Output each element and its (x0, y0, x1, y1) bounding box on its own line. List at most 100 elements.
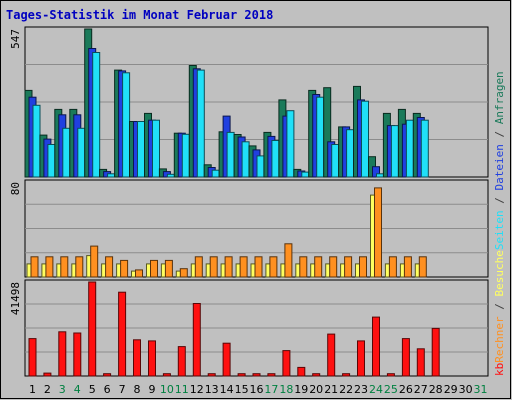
x-label-day-16: 16 (250, 383, 264, 396)
side-label-part-1: Rechner (493, 316, 506, 363)
bar-rechner-day-17 (269, 256, 278, 278)
side-label-part-6: Dateien (493, 144, 506, 190)
bar-rechner-day-5 (90, 245, 99, 278)
x-label-day-30: 30 (459, 383, 473, 396)
bar-kb-day-28 (431, 327, 440, 377)
bar-kb-day-24 (372, 316, 380, 377)
bar-rechner-day-27 (418, 256, 427, 278)
x-label-day-14: 14 (220, 383, 234, 396)
side-label-part-8: Anfragen (493, 71, 506, 124)
bar-kb-day-19 (297, 366, 306, 377)
x-label-day-22: 22 (339, 383, 353, 396)
x-label-day-6: 6 (104, 383, 111, 396)
x-label-day-23: 23 (354, 383, 368, 396)
bar-rechner-day-8 (135, 269, 143, 278)
y-max-label: 41498 (9, 282, 22, 315)
bar-rechner-day-7 (120, 259, 129, 278)
bar-seiten-day-18 (286, 110, 295, 178)
chart-title: Tages-Statistik im Monat Februar 2018 (6, 8, 273, 22)
bar-kb-day-23 (357, 340, 365, 377)
x-label-day-8: 8 (134, 383, 141, 396)
bar-kb-day-2 (43, 372, 52, 377)
bar-kb-day-3 (58, 331, 67, 377)
bar-rechner-day-11 (179, 268, 188, 278)
bar-rechner-day-13 (209, 256, 218, 278)
bar-kb-day-10 (162, 373, 171, 377)
bar-rechner-day-2 (45, 256, 54, 278)
bar-kb-day-21 (327, 333, 336, 377)
bar-rechner-day-23 (359, 256, 367, 278)
bar-rechner-day-19 (299, 256, 308, 278)
bar-rechner-day-16 (254, 256, 263, 278)
bar-rechner-day-21 (329, 256, 338, 278)
bar-rechner-day-26 (403, 256, 412, 278)
bar-seiten-day-23 (361, 100, 369, 178)
bar-seiten-day-7 (122, 72, 131, 178)
bar-seiten-day-20 (316, 96, 325, 178)
chart-panels: 547 80 41498 (9, 26, 489, 377)
bar-kb-day-7 (118, 291, 127, 377)
bar-seiten-day-16 (256, 155, 265, 178)
bar-rechner-day-10 (164, 259, 173, 278)
bar-seiten-day-21 (331, 144, 340, 178)
bar-kb-day-15 (237, 373, 246, 377)
bar-kb-day-6 (103, 373, 112, 377)
side-label-part-7: / (493, 124, 506, 144)
bar-kb-day-14 (222, 342, 231, 377)
bar-seiten-day-10 (166, 173, 175, 178)
bar-rechner-day-6 (105, 256, 114, 278)
x-label-day-19: 19 (294, 383, 308, 396)
y-max-label: 547 (9, 29, 22, 49)
bar-seiten-day-13 (211, 169, 220, 178)
x-label-day-13: 13 (205, 383, 219, 396)
bar-seiten-day-1 (32, 104, 41, 178)
bar-rechner-day-22 (344, 256, 353, 278)
bar-kb-day-12 (192, 303, 201, 377)
x-label-day-1: 1 (29, 383, 36, 396)
bar-seiten-day-8 (137, 121, 145, 178)
side-label-part-5: / (493, 191, 506, 211)
bar-seiten-day-3 (62, 127, 71, 178)
x-label-day-31: 31 (474, 383, 488, 396)
x-label-day-17: 17 (264, 383, 278, 396)
bar-kb-day-17 (267, 373, 276, 377)
bar-seiten-day-4 (77, 127, 86, 178)
x-label-day-18: 18 (279, 383, 293, 396)
x-label-day-15: 15 (235, 383, 249, 396)
bar-kb-day-5 (88, 281, 97, 377)
bar-seiten-day-15 (241, 141, 250, 178)
x-label-day-26: 26 (399, 383, 413, 396)
side-legend-label: kbRechner / BesucheSeiten / Dateien / An… (493, 71, 506, 376)
x-label-day-4: 4 (74, 383, 81, 396)
bar-seiten-day-12 (196, 69, 205, 178)
bar-kb-day-9 (148, 340, 156, 377)
bar-seiten-day-24 (376, 173, 384, 178)
bar-kb-day-1 (28, 338, 37, 377)
bar-seiten-day-27 (420, 119, 429, 178)
x-label-day-2: 2 (44, 383, 51, 396)
x-label-day-25: 25 (384, 383, 398, 396)
bar-kb-day-22 (342, 373, 351, 377)
bar-seiten-day-22 (346, 129, 355, 178)
x-label-day-29: 29 (444, 383, 458, 396)
bar-kb-day-25 (386, 373, 395, 377)
side-label-part-2: / (493, 297, 506, 317)
bar-kb-day-27 (416, 348, 425, 377)
bar-kb-day-11 (177, 346, 186, 377)
bar-seiten-day-26 (405, 119, 414, 178)
bar-kb-day-8 (133, 339, 141, 377)
x-label-day-5: 5 (89, 383, 96, 396)
x-label-day-9: 9 (149, 383, 156, 396)
bar-seiten-day-5 (92, 52, 101, 178)
bar-rechner-day-1 (30, 256, 39, 278)
x-label-day-24: 24 (369, 383, 383, 396)
bar-seiten-day-11 (181, 133, 190, 178)
bar-kb-day-4 (73, 332, 82, 377)
bar-kb-day-18 (282, 350, 291, 377)
bar-kb-day-16 (252, 373, 261, 377)
x-label-day-3: 3 (59, 383, 66, 396)
bar-seiten-day-9 (152, 119, 160, 178)
side-label-part-0: kb (493, 363, 506, 376)
